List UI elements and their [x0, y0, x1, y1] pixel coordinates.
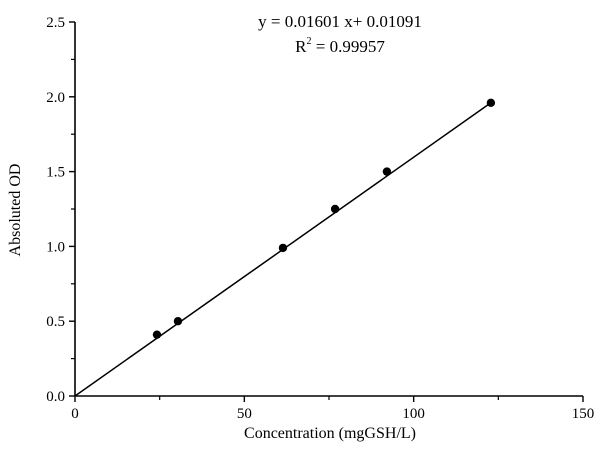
x-tick-label: 0 — [71, 406, 79, 422]
axes: 0 50 100 150 0.0 0.5 1.0 1.5 2.0 2.5 — [46, 15, 594, 422]
y-tick-label: 1.0 — [46, 239, 65, 255]
data-point — [330, 204, 340, 214]
data-point — [486, 98, 496, 107]
r2-superscript: 2 — [307, 36, 312, 47]
r-squared-annotation: R2 = 0.99957 — [295, 36, 385, 56]
y-tick-label: 1.5 — [46, 165, 65, 181]
x-axis-label: Concentration (mgGSH/L) — [244, 425, 416, 442]
regression-equation: y = 0.01601 x+ 0.01091 — [258, 12, 422, 31]
r2-value: = 0.99957 — [312, 37, 386, 56]
data-point — [173, 317, 183, 326]
data-point — [382, 167, 392, 176]
y-tick-label: 2.0 — [46, 90, 65, 106]
data-point — [152, 330, 162, 339]
x-tick-label: 150 — [572, 406, 595, 422]
y-axis-label: Absoluted OD — [7, 164, 24, 257]
x-tick-label: 50 — [237, 406, 252, 422]
x-tick-label: 100 — [402, 406, 425, 422]
r2-label: R — [295, 37, 307, 56]
y-tick-label: 2.5 — [46, 15, 65, 31]
data-points — [152, 98, 496, 339]
y-tick-label: 0.5 — [46, 314, 65, 330]
data-point — [278, 243, 288, 253]
y-tick-label: 0.0 — [46, 389, 65, 405]
